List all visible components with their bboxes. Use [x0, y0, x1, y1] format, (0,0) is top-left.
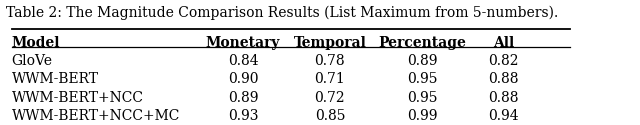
- Text: 0.99: 0.99: [407, 109, 438, 123]
- Text: 0.88: 0.88: [488, 91, 519, 105]
- Text: 0.78: 0.78: [315, 54, 345, 68]
- Text: All: All: [493, 36, 514, 50]
- Text: 0.88: 0.88: [488, 72, 519, 86]
- Text: 0.95: 0.95: [407, 72, 438, 86]
- Text: 0.72: 0.72: [315, 91, 345, 105]
- Text: 0.94: 0.94: [488, 109, 519, 123]
- Text: Percentage: Percentage: [379, 36, 467, 50]
- Text: 0.84: 0.84: [228, 54, 259, 68]
- Text: 0.89: 0.89: [228, 91, 259, 105]
- Text: GloVe: GloVe: [12, 54, 52, 68]
- Text: 0.93: 0.93: [228, 109, 259, 123]
- Text: Monetary: Monetary: [206, 36, 280, 50]
- Text: 0.71: 0.71: [314, 72, 346, 86]
- Text: Model: Model: [12, 36, 60, 50]
- Text: 0.85: 0.85: [315, 109, 345, 123]
- Text: WWM-BERT: WWM-BERT: [12, 72, 99, 86]
- Text: 0.90: 0.90: [228, 72, 259, 86]
- Text: Table 2: The Magnitude Comparison Results (List Maximum from 5-numbers).: Table 2: The Magnitude Comparison Result…: [6, 6, 558, 20]
- Text: WWM-BERT+NCC: WWM-BERT+NCC: [12, 91, 143, 105]
- Text: 0.89: 0.89: [407, 54, 438, 68]
- Text: Temporal: Temporal: [294, 36, 366, 50]
- Text: WWM-BERT+NCC+MC: WWM-BERT+NCC+MC: [12, 109, 180, 123]
- Text: 0.95: 0.95: [407, 91, 438, 105]
- Text: 0.82: 0.82: [488, 54, 519, 68]
